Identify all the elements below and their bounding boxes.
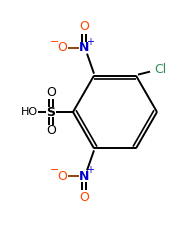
Text: +: + (86, 37, 94, 47)
Text: S: S (46, 106, 55, 119)
Text: HO: HO (20, 107, 38, 117)
Text: O: O (79, 191, 89, 204)
Text: O: O (57, 41, 67, 54)
Text: −: − (50, 37, 60, 47)
Text: O: O (79, 20, 89, 33)
Text: −: − (50, 165, 60, 175)
Text: Cl: Cl (154, 63, 166, 76)
Text: O: O (57, 170, 67, 183)
Text: +: + (86, 165, 94, 175)
Text: O: O (46, 124, 56, 137)
Text: O: O (46, 86, 56, 99)
Text: N: N (79, 41, 89, 54)
Text: N: N (79, 170, 89, 183)
